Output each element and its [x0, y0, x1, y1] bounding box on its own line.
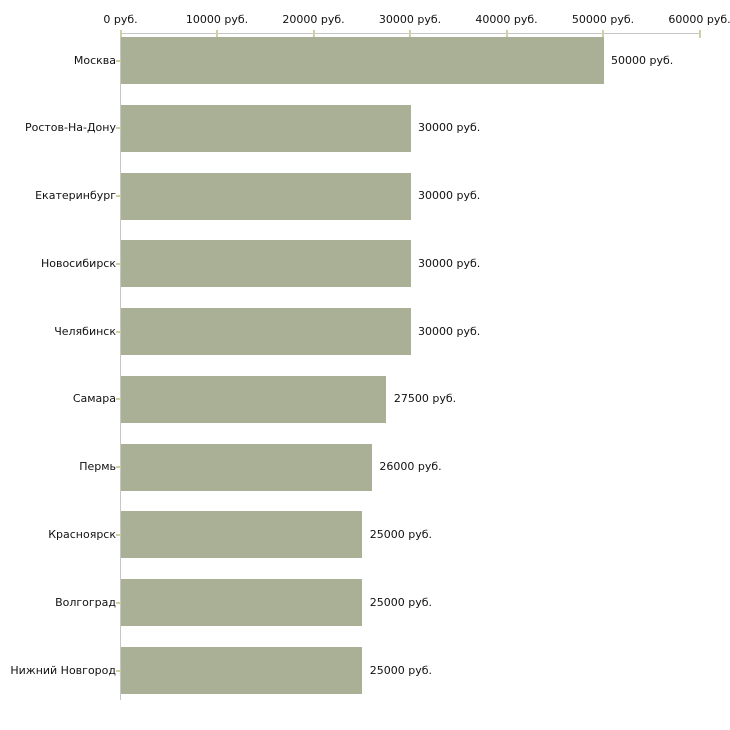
- x-axis-tick: [602, 29, 604, 38]
- value-label: 25000 руб.: [369, 595, 433, 609]
- value-label: 30000 руб.: [418, 121, 481, 135]
- bar: [121, 240, 411, 288]
- category-label: Ростов-На-Дону: [24, 121, 116, 135]
- bar: [121, 511, 363, 559]
- y-axis-line: [120, 33, 121, 700]
- category-tick: [116, 330, 123, 333]
- value-label: 27500 руб.: [393, 392, 457, 406]
- value-label: 30000 руб.: [418, 256, 481, 270]
- x-axis-tick-label: 0 руб.: [103, 13, 138, 26]
- bar: [121, 37, 604, 84]
- x-axis-tick: [216, 29, 218, 38]
- value-label: 25000 руб.: [369, 527, 433, 541]
- category-tick: [116, 601, 123, 604]
- category-tick: [116, 398, 123, 401]
- category-label: Самара: [72, 392, 116, 406]
- category-label: Нижний Новгород: [10, 663, 116, 677]
- category-label: Пермь: [79, 460, 116, 474]
- value-label: 26000 руб.: [379, 460, 442, 474]
- category-label: Волгоград: [55, 595, 116, 609]
- bar: [121, 104, 411, 152]
- category-tick: [116, 262, 123, 265]
- category-tick: [116, 59, 123, 62]
- x-axis-tick: [698, 29, 701, 38]
- category-label: Новосибирск: [40, 256, 116, 270]
- x-axis-tick-label: 60000 руб.: [668, 13, 730, 26]
- x-axis-tick: [312, 29, 315, 38]
- bar: [121, 579, 363, 627]
- category-label: Челябинск: [54, 324, 116, 338]
- bar: [121, 308, 411, 356]
- value-label: 30000 руб.: [418, 324, 481, 338]
- x-axis-tick: [505, 29, 508, 38]
- bar: [121, 647, 363, 695]
- x-axis-tick-label: 10000 руб.: [185, 13, 249, 26]
- value-label: 30000 руб.: [418, 189, 481, 203]
- value-label: 25000 руб.: [369, 663, 433, 677]
- category-tick: [116, 533, 123, 536]
- x-axis-tick-label: 30000 руб.: [378, 13, 442, 26]
- x-axis-tick-label: 50000 руб.: [571, 13, 635, 26]
- category-label: Красноярск: [48, 527, 116, 541]
- category-label: Екатеринбург: [35, 189, 116, 203]
- bar: [121, 172, 411, 220]
- category-tick: [116, 127, 123, 130]
- category-tick: [116, 669, 123, 672]
- category-tick: [116, 195, 123, 198]
- category-tick: [116, 466, 123, 469]
- x-axis-tick-label: 40000 руб.: [475, 13, 538, 26]
- bar: [121, 375, 387, 423]
- x-axis-tick: [119, 29, 122, 38]
- x-axis-tick-label: 20000 руб.: [282, 13, 345, 26]
- bar: [121, 443, 372, 491]
- x-axis-tick: [409, 29, 411, 38]
- category-label: Москва: [73, 53, 116, 67]
- value-label: 50000 руб.: [611, 53, 674, 67]
